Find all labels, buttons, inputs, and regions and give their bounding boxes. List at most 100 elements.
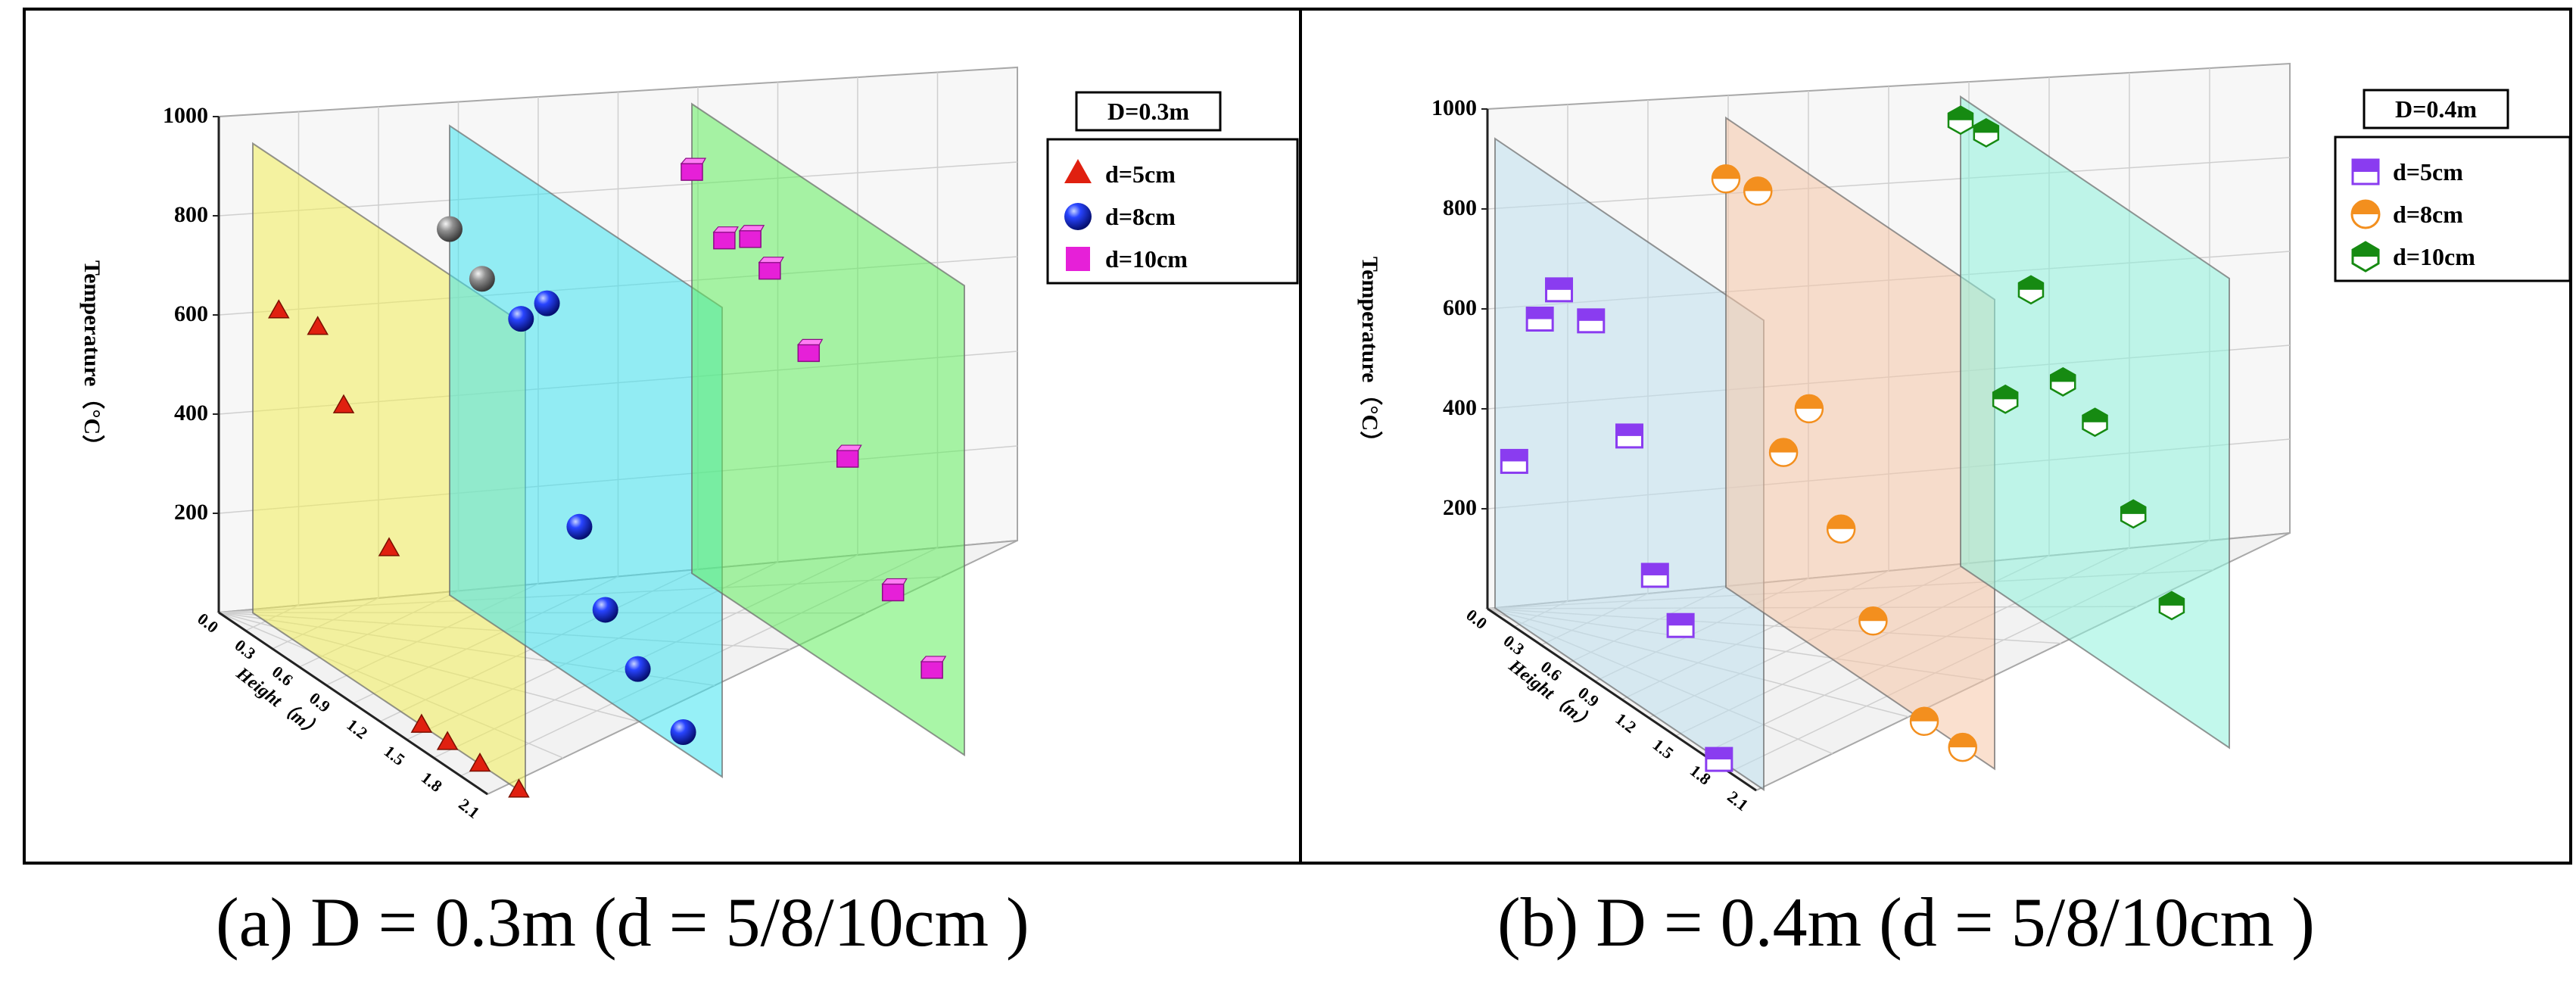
marker-d-8cm (437, 216, 463, 242)
marker-d-10cm-fill (2051, 368, 2076, 382)
marker-d-5cm (378, 537, 400, 556)
legend-marker (1066, 247, 1090, 271)
marker-d-10cm-fill (1993, 385, 2018, 400)
marker-d-10cm-top (758, 257, 784, 263)
marker-d-10cm (920, 661, 943, 679)
depth-tick-label: 0.9 (306, 688, 334, 716)
z-tick-label: 200 (1443, 495, 1477, 520)
marker-d-10cm-fill (2018, 276, 2043, 290)
marker-d-5cm (410, 713, 433, 733)
marker-d-5cm (307, 316, 329, 335)
marker-d-8cm-fill (1827, 515, 1855, 529)
marker-d-10cm-top (712, 226, 739, 233)
z-tick-label: 600 (1443, 295, 1477, 320)
marker-d-10cm (881, 583, 905, 602)
depth-tick-label: 1.5 (381, 741, 409, 769)
legend-marker (1064, 203, 1092, 230)
depth-tick-label: 1.2 (1612, 709, 1640, 737)
marker-d-5cm (436, 731, 459, 750)
legend-label: d=8cm (1105, 203, 1176, 230)
marker-d-8cm (469, 266, 495, 292)
grid-line (1487, 157, 2291, 210)
depth-axis-line (218, 611, 488, 796)
marker-d-10cm-top (920, 656, 947, 662)
legend-label: d=5cm (2393, 158, 2463, 185)
legend-title: D=0.3m (1107, 98, 1189, 125)
marker-d-10cm (739, 229, 762, 248)
marker-d-10cm-fill (2121, 500, 2146, 514)
marker-d-5cm (268, 299, 290, 319)
chart-panel-a: 1000 800 600 400 200 0.0 0.3 0.6 0.9 1.2 1.5 1.8 2.1… (23, 8, 1302, 865)
marker-d-8cm (566, 513, 593, 540)
marker-d-10cm (758, 261, 781, 280)
marker-d-8cm (592, 597, 618, 623)
marker-d-10cm-top (881, 578, 908, 585)
z-tick-label: 1000 (163, 103, 208, 128)
legend-label: d=10cm (2393, 243, 2475, 270)
legend-marker-fill (2353, 242, 2378, 257)
marker-d-10cm-top (836, 444, 862, 451)
marker-d-5cm-fill (1668, 614, 1694, 626)
marker-d-8cm-fill (1795, 394, 1823, 409)
z-tick-label: 400 (174, 400, 208, 425)
marker-d-8cm-fill (1859, 607, 1887, 622)
marker-d-10cm-top (796, 338, 824, 345)
depth-tick-label: 1.2 (343, 715, 371, 743)
z-tick-label: 400 (1443, 395, 1477, 420)
marker-d-8cm-fill (1770, 438, 1798, 453)
marker-d-5cm-fill (1578, 309, 1604, 321)
marker-d-5cm-fill (1501, 450, 1528, 462)
depth-tick-label: 0.3 (1500, 631, 1528, 659)
z-tick-label: 1000 (1431, 95, 1477, 120)
marker-d-10cm-fill (1973, 119, 1998, 133)
legend-label: d=8cm (2393, 201, 2463, 228)
marker-d-5cm (469, 752, 491, 772)
marker-d-5cm-fill (1642, 563, 1668, 575)
z-tick-label: 800 (1443, 195, 1477, 220)
marker-d-10cm-top (738, 225, 765, 232)
chart-panel-b: 1000 800 600 400 200 0.0 0.3 0.6 0.9 1.2 1.5 1.8 2.1… (1299, 8, 2572, 865)
marker-d-8cm-fill (1911, 707, 1939, 722)
marker-d-10cm (797, 344, 821, 363)
marker-d-8cm (625, 656, 651, 682)
marker-d-10cm-fill (1948, 106, 1973, 120)
chart-a-svg: 10008006004002000.00.30.60.91.21.51.82.1… (79, 66, 1299, 822)
marker-d-5cm-fill (1616, 424, 1643, 436)
depth-tick-label: 1.5 (1649, 735, 1677, 763)
marker-d-10cm-fill (2082, 408, 2107, 422)
marker-d-5cm (508, 778, 530, 798)
z-tick-label: 600 (174, 301, 208, 326)
depth-tick-label: 0.3 (232, 635, 260, 663)
depth-tick-label: 2.1 (1724, 787, 1752, 815)
marker-d-8cm (508, 306, 534, 332)
z-tick-label: 200 (174, 500, 208, 525)
marker-d-8cm-fill (1744, 177, 1772, 192)
marker-d-5cm-fill (1527, 307, 1553, 319)
marker-d-10cm-top (680, 157, 707, 164)
marker-d-10cm-fill (2159, 591, 2184, 606)
marker-d-5cm-fill (1546, 278, 1572, 290)
marker-d-5cm-fill (1705, 748, 1732, 760)
legend-title: D=0.4m (2395, 95, 2477, 123)
depth-tick-label: 2.1 (455, 794, 483, 822)
marker-d-10cm (836, 450, 859, 468)
marker-d-8cm-fill (1712, 165, 1740, 179)
marker-d-8cm (670, 719, 696, 746)
chart-b-svg: 10008006004002000.00.30.60.91.21.51.82.1… (1357, 62, 2569, 815)
depth-tick-label: 0.0 (194, 609, 222, 637)
legend-marker-fill (2352, 201, 2379, 214)
caption-a: (a) D = 0.3m (d = 5/8/10cm ) (216, 884, 1029, 961)
depth-tick-label: 1.8 (418, 768, 446, 796)
marker-d-8cm (534, 290, 560, 316)
legend-title-box (1075, 91, 1222, 132)
legend-title-box (2363, 89, 2509, 129)
z-axis-title: Temperature（°C） (1357, 257, 1383, 453)
z-axis-title: Temperature（°C） (79, 260, 105, 457)
marker-d-10cm (713, 231, 736, 250)
legend-marker (1064, 159, 1092, 183)
caption-b: (b) D = 0.4m (d = 5/8/10cm ) (1497, 884, 2315, 961)
marker-d-10cm (681, 163, 703, 181)
legend-label: d=5cm (1105, 161, 1176, 188)
legend-marker-fill (2353, 160, 2378, 172)
legend-label: d=10cm (1105, 245, 1188, 273)
